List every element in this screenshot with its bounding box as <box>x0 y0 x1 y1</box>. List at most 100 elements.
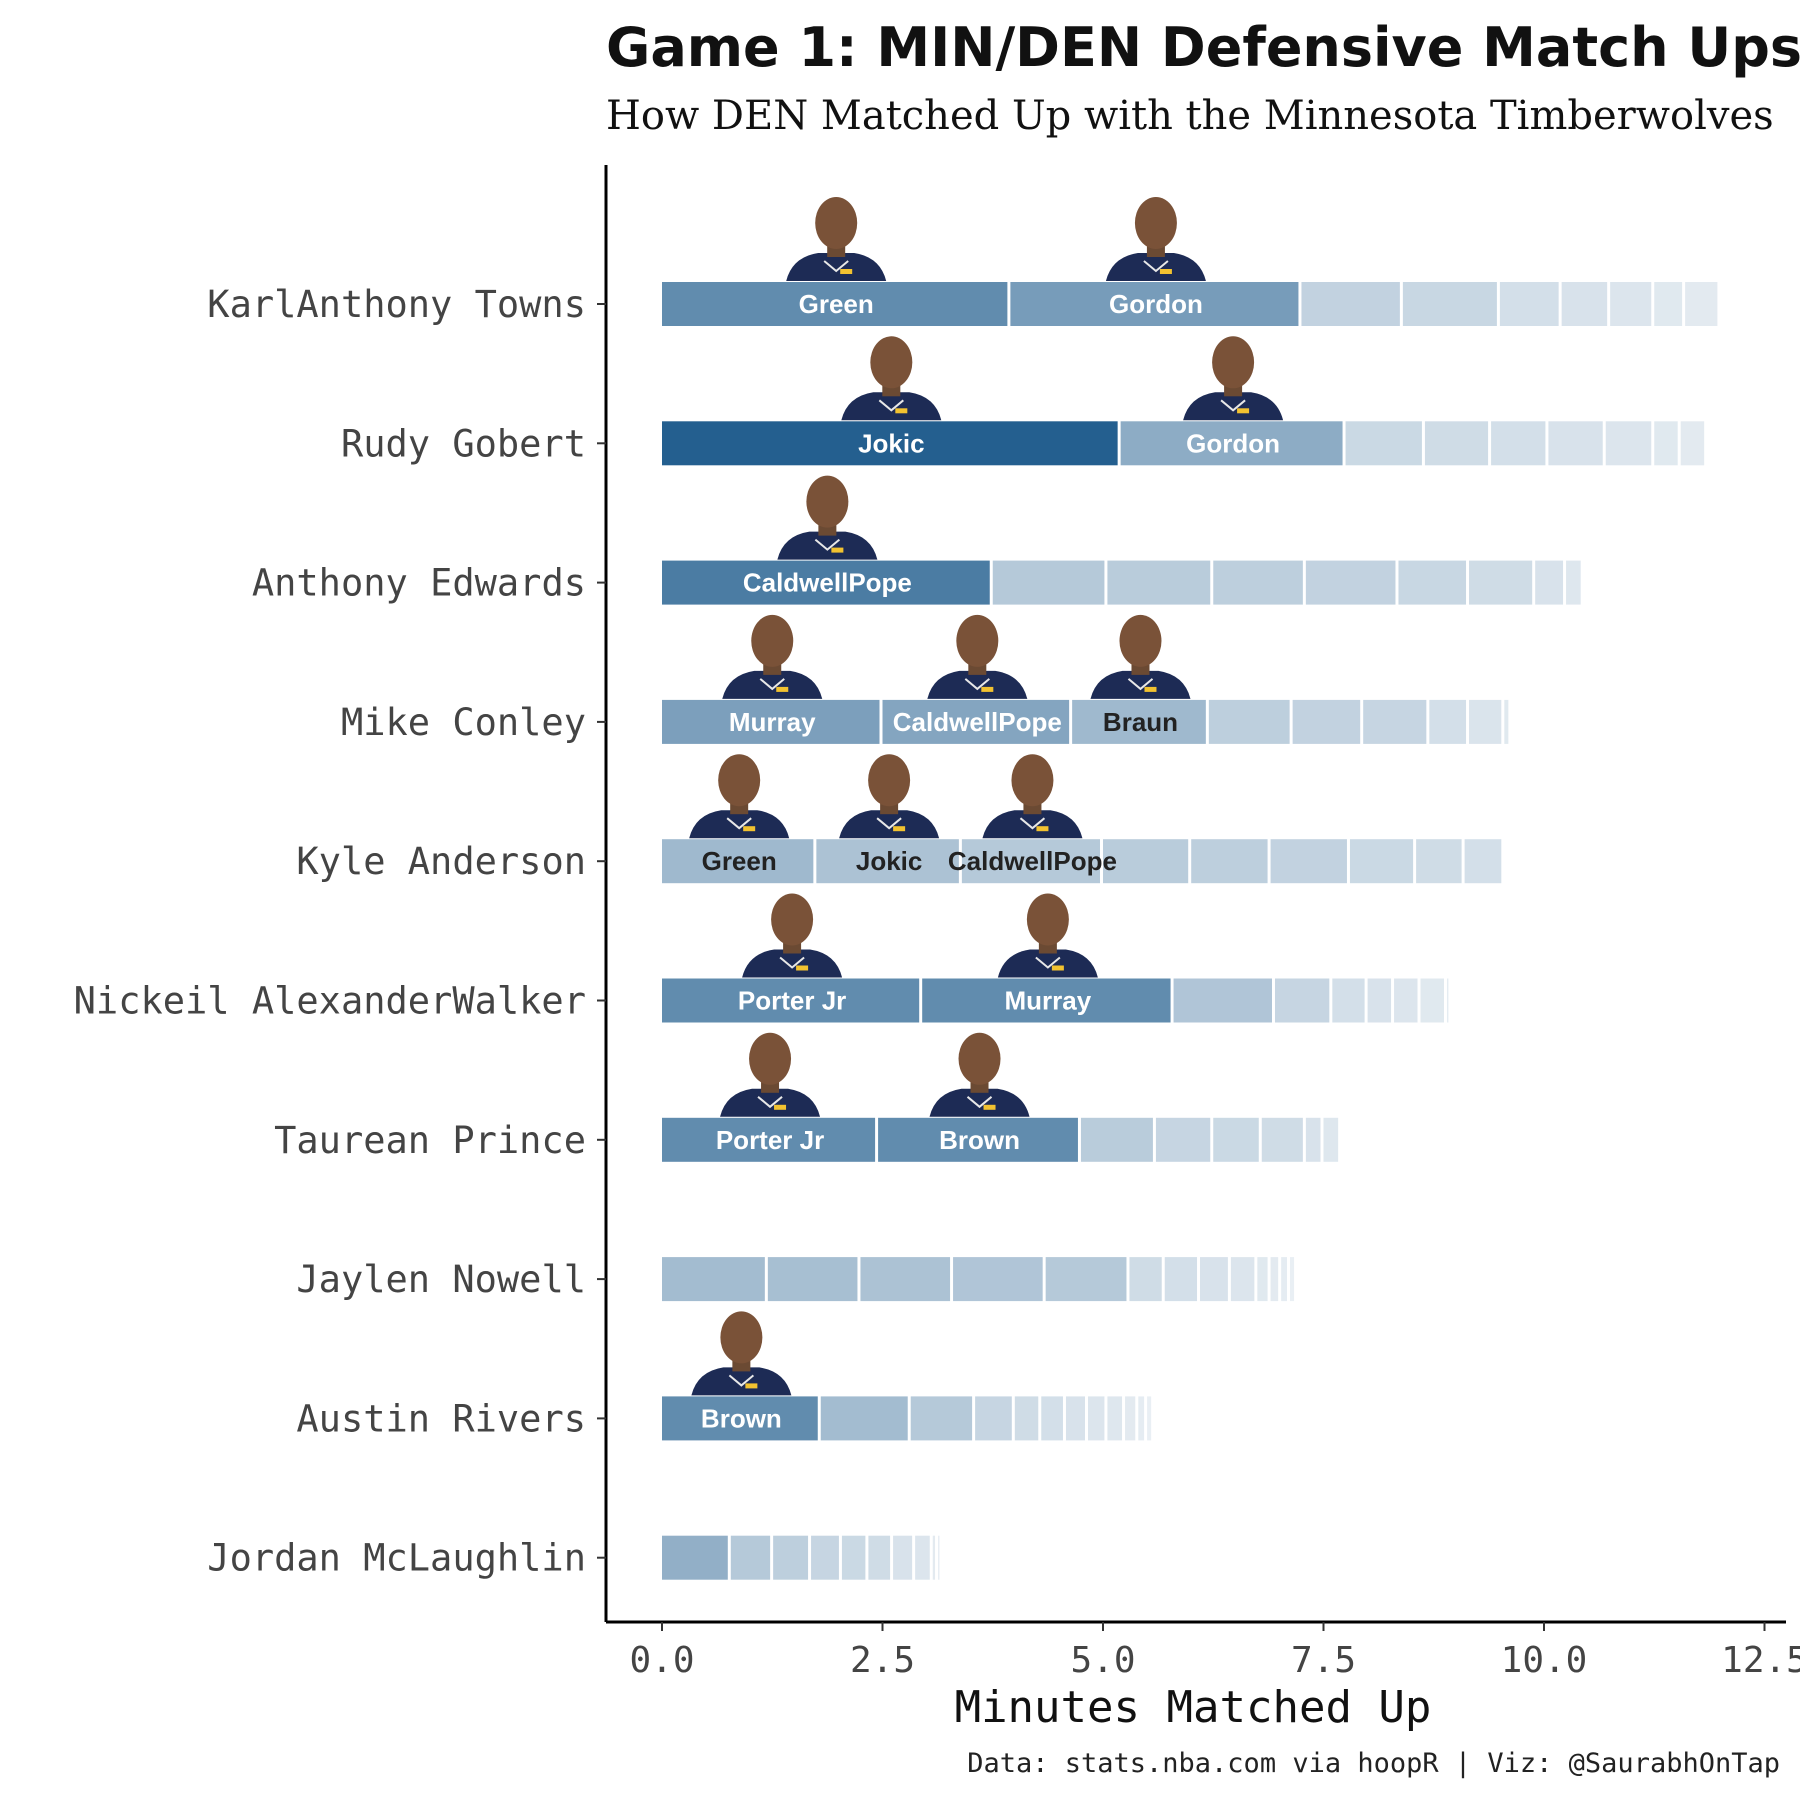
bar-segment <box>1261 1117 1303 1162</box>
segment-label: Porter Jr <box>716 1125 824 1155</box>
collar-shape <box>814 538 841 551</box>
player-headshot <box>997 893 1098 978</box>
bar-segment <box>961 839 1100 884</box>
jersey-shape <box>839 810 940 839</box>
bar-segment <box>975 1396 1012 1441</box>
segment-labels-layer: Green Gordon Jokic Gordon CaldwellPope Murray… <box>701 289 1280 1433</box>
bar-segment <box>1274 978 1330 1023</box>
bar-segment <box>1424 421 1489 466</box>
bar-segment <box>1173 978 1272 1023</box>
bar-segment <box>1301 282 1400 326</box>
segment-label: Murray <box>729 707 816 737</box>
bar-segment <box>1605 421 1652 466</box>
bar-segment <box>878 1117 1078 1162</box>
jersey-shape <box>689 810 790 839</box>
bar-segment <box>1045 1257 1127 1302</box>
bar-segment <box>1230 1257 1255 1302</box>
collar-shape <box>779 956 805 969</box>
bar-segment <box>1129 1257 1162 1302</box>
jersey-shape <box>929 1088 1030 1117</box>
bar-segment <box>662 1117 876 1162</box>
bar-segment <box>662 560 990 605</box>
bar-segment <box>816 839 959 884</box>
segment-label: Murray <box>1005 986 1092 1016</box>
bar-segment <box>1535 560 1564 605</box>
head-shape <box>958 1032 1001 1085</box>
head-shape <box>1119 614 1162 667</box>
jersey-shape <box>841 392 942 421</box>
bar-segment <box>1107 1396 1123 1441</box>
y-tick-label: KarlAnthony Towns <box>207 283 586 326</box>
bar-segment <box>1416 839 1462 884</box>
jersey-shape <box>997 949 1098 978</box>
x-axis: 0.0 2.5 5.0 7.5 10.0 12.5 <box>606 1620 1800 1681</box>
x-tick-label: 5.0 <box>1070 1640 1135 1681</box>
bar-segment <box>1281 1257 1287 1302</box>
bar-segment <box>1429 699 1467 744</box>
bar-segment <box>1349 839 1414 884</box>
bar-segment <box>1270 1257 1279 1302</box>
segment-label: Brown <box>701 1403 782 1433</box>
bar-segment <box>1041 1396 1063 1441</box>
player-headshot <box>1183 336 1284 421</box>
jersey-logo-shape <box>1144 686 1157 692</box>
jersey-shape <box>1090 670 1191 699</box>
segment-label: Green <box>799 289 874 319</box>
player-headshot <box>1105 197 1206 281</box>
segment-label: Gordon <box>1186 428 1280 458</box>
player-headshot <box>927 614 1028 699</box>
bar-segment <box>860 1257 951 1302</box>
jersey-logo-shape <box>796 965 809 971</box>
bar-segment <box>1398 560 1467 605</box>
bar-segment <box>662 1257 765 1302</box>
bar-segment <box>1566 560 1581 605</box>
collar-shape <box>876 817 902 830</box>
bar-segment <box>1125 1396 1136 1441</box>
bar-segment <box>1257 1257 1268 1302</box>
segment-label: CaldwellPope <box>743 568 912 598</box>
head-shape <box>749 1032 792 1085</box>
bar-segment <box>773 1535 809 1580</box>
y-tick-label: Nickeil AlexanderWalker <box>74 980 586 1023</box>
head-shape <box>1011 754 1054 807</box>
jersey-logo-shape <box>983 1104 996 1110</box>
jersey-shape <box>1183 392 1284 421</box>
jersey-shape <box>927 670 1028 699</box>
jersey-shape <box>722 670 823 699</box>
player-headshot <box>720 1032 821 1117</box>
jersey-shape <box>777 531 878 560</box>
jersey-logo-shape <box>840 269 853 274</box>
jersey-logo-shape <box>895 408 908 414</box>
y-tick-label: Rudy Gobert <box>341 422 586 465</box>
bar-segment <box>915 1535 930 1580</box>
head-shape <box>1212 336 1255 389</box>
player-headshot <box>742 893 843 978</box>
x-tick-label: 10.0 <box>1501 1640 1588 1681</box>
bar-segment <box>1680 421 1705 466</box>
player-headshot <box>1090 614 1191 699</box>
jersey-logo-shape <box>1237 408 1250 414</box>
bar-segment <box>662 282 1008 326</box>
jersey-logo-shape <box>743 826 756 832</box>
bar-segment <box>1065 1396 1086 1441</box>
y-tick-label: Kyle Anderson <box>296 840 586 883</box>
chart-caption: Data: stats.nba.com via hoopR | Viz: @Sa… <box>967 1748 1780 1779</box>
segment-label: Jokic <box>858 428 925 458</box>
player-headshot <box>839 754 940 839</box>
bar-segment <box>811 1535 839 1580</box>
bar-segment <box>1394 978 1418 1023</box>
jersey-shape <box>742 949 843 978</box>
bar-segment <box>1420 978 1444 1023</box>
segment-label: Brown <box>939 1125 1020 1155</box>
bar-segment <box>841 1535 866 1580</box>
segment-label: Jokic <box>856 846 923 876</box>
bar-segment <box>1446 978 1449 1023</box>
bar-segment <box>1107 560 1211 605</box>
head-shape <box>1134 197 1177 249</box>
collar-shape <box>1019 817 1046 830</box>
player-headshot <box>777 475 878 560</box>
head-shape <box>870 336 913 389</box>
bar-segment <box>662 1535 728 1580</box>
player-headshot <box>689 754 790 839</box>
